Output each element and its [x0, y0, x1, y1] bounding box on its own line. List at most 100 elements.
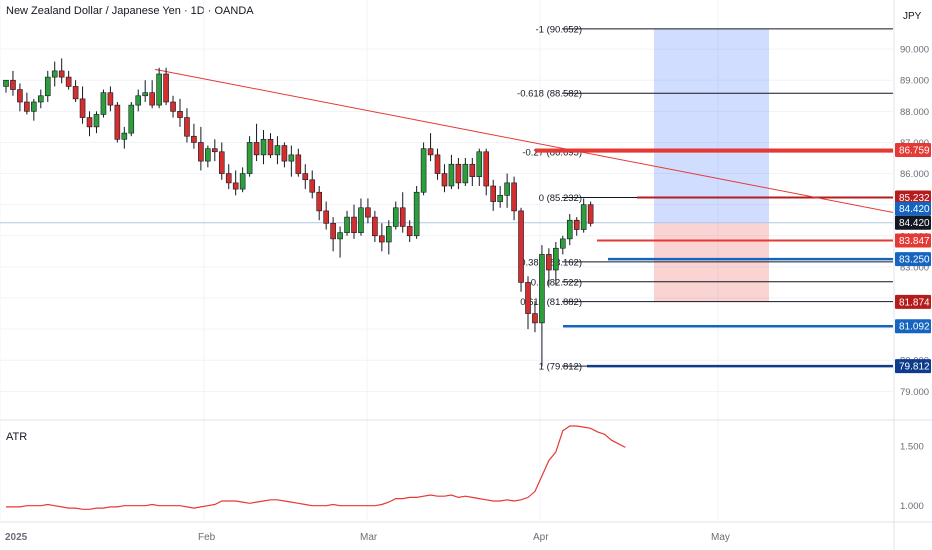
candle-body [295, 154, 302, 174]
candle-body [379, 235, 385, 243]
candle-body [504, 182, 510, 196]
price-tag [895, 190, 931, 205]
candle-body [448, 163, 455, 187]
candle-body [24, 101, 30, 112]
candle-body [170, 101, 176, 112]
price-tick-label: 86.000 [900, 169, 929, 180]
atr-indicator-label[interactable]: ATR [6, 431, 28, 443]
candle-body [198, 142, 204, 162]
candle-body [365, 207, 371, 218]
candle-body [260, 139, 267, 156]
candle-body [225, 173, 232, 184]
price-tick-label: 90.000 [900, 45, 929, 56]
candle-body [469, 163, 476, 177]
candle-body [587, 204, 594, 224]
price-tag [895, 215, 931, 230]
atr-tick-label: 1.000 [900, 501, 924, 512]
candle-body [3, 79, 9, 87]
x-tick-label: Mar [360, 532, 378, 543]
candle-body [10, 79, 16, 90]
candle-body [511, 182, 517, 212]
atr-tick-label: 1.500 [900, 442, 924, 453]
candle-body [274, 145, 281, 156]
candle-body [323, 210, 329, 224]
candle-body [455, 163, 462, 184]
candle-body [385, 226, 392, 243]
fib-level-label: -0.27 (86.695) [522, 147, 582, 158]
candle-body [490, 185, 497, 202]
candle-body [309, 179, 316, 193]
candle-body [156, 73, 162, 106]
fib-level-label: -1 (90.652) [536, 24, 582, 35]
candle-body [246, 142, 253, 174]
candle-body [399, 207, 406, 227]
fib-level-label: 0 (85.232) [539, 193, 582, 204]
candle-body [65, 76, 72, 87]
price-tag [895, 233, 931, 248]
candle-body [497, 195, 503, 202]
candle-body [44, 76, 51, 97]
candle-body [288, 154, 295, 162]
candle-body [441, 173, 448, 187]
candle-body [135, 95, 142, 106]
candle-body [107, 92, 114, 106]
price-tick-label: 79.000 [900, 387, 929, 398]
position-target-zone [654, 28, 769, 223]
candle-body [142, 92, 148, 97]
candle-body [546, 254, 552, 271]
price-tag-label: 83.847 [899, 236, 930, 247]
candle-body [267, 139, 274, 156]
candle-body [114, 104, 121, 140]
candle-body [212, 148, 218, 153]
candle-body [525, 282, 531, 314]
candle-body [406, 226, 413, 237]
trendline [154, 68, 894, 213]
candle-body [128, 104, 135, 134]
candle-body [93, 114, 100, 128]
candle-body [392, 207, 399, 227]
candle-body [51, 70, 58, 78]
x-tick-label: Feb [198, 532, 216, 543]
candle-body [100, 92, 107, 115]
price-tag [895, 142, 931, 157]
candle-body [37, 95, 44, 103]
candle-body [86, 117, 93, 128]
candle-body [163, 73, 169, 103]
candle-body [580, 204, 587, 230]
x-tick-label: 2025 [5, 532, 28, 543]
candle-body [205, 148, 211, 162]
candle-body [191, 135, 197, 143]
price-tag-label: 85.232 [899, 193, 930, 204]
price-tag [895, 201, 931, 216]
fib-level-label: -0.618 (88.582) [517, 89, 582, 100]
price-tag-label: 81.874 [899, 297, 930, 308]
candle-body [184, 117, 190, 137]
price-tag-label: 83.250 [899, 255, 930, 266]
candle-body [177, 111, 183, 118]
price-tag [895, 319, 931, 334]
candle-body [302, 173, 309, 181]
candle-body [553, 247, 559, 271]
candle-body [316, 191, 323, 212]
candle-body [344, 216, 350, 233]
candle-body [434, 154, 441, 174]
candle-body [427, 148, 434, 156]
candle-body [31, 101, 37, 112]
x-tick-label: Apr [533, 532, 549, 543]
candle-body [218, 151, 225, 174]
candle-body [413, 191, 420, 237]
candle-body [372, 216, 378, 237]
candle-body [337, 232, 343, 240]
candle-body [239, 173, 246, 190]
price-tag-label: 79.812 [899, 362, 930, 373]
candle-body [232, 182, 239, 190]
price-tag-label: 81.092 [899, 322, 930, 333]
candle-body [79, 98, 86, 118]
fib-level-label: 0.5 (82.522) [531, 277, 582, 288]
candle-body [121, 132, 128, 140]
candle-body [72, 86, 79, 100]
chart-title: New Zealand Dollar / Japanese Yen · 1D ·… [6, 5, 254, 17]
candle-body [476, 151, 483, 177]
price-tag-label: 84.420 [899, 204, 930, 215]
